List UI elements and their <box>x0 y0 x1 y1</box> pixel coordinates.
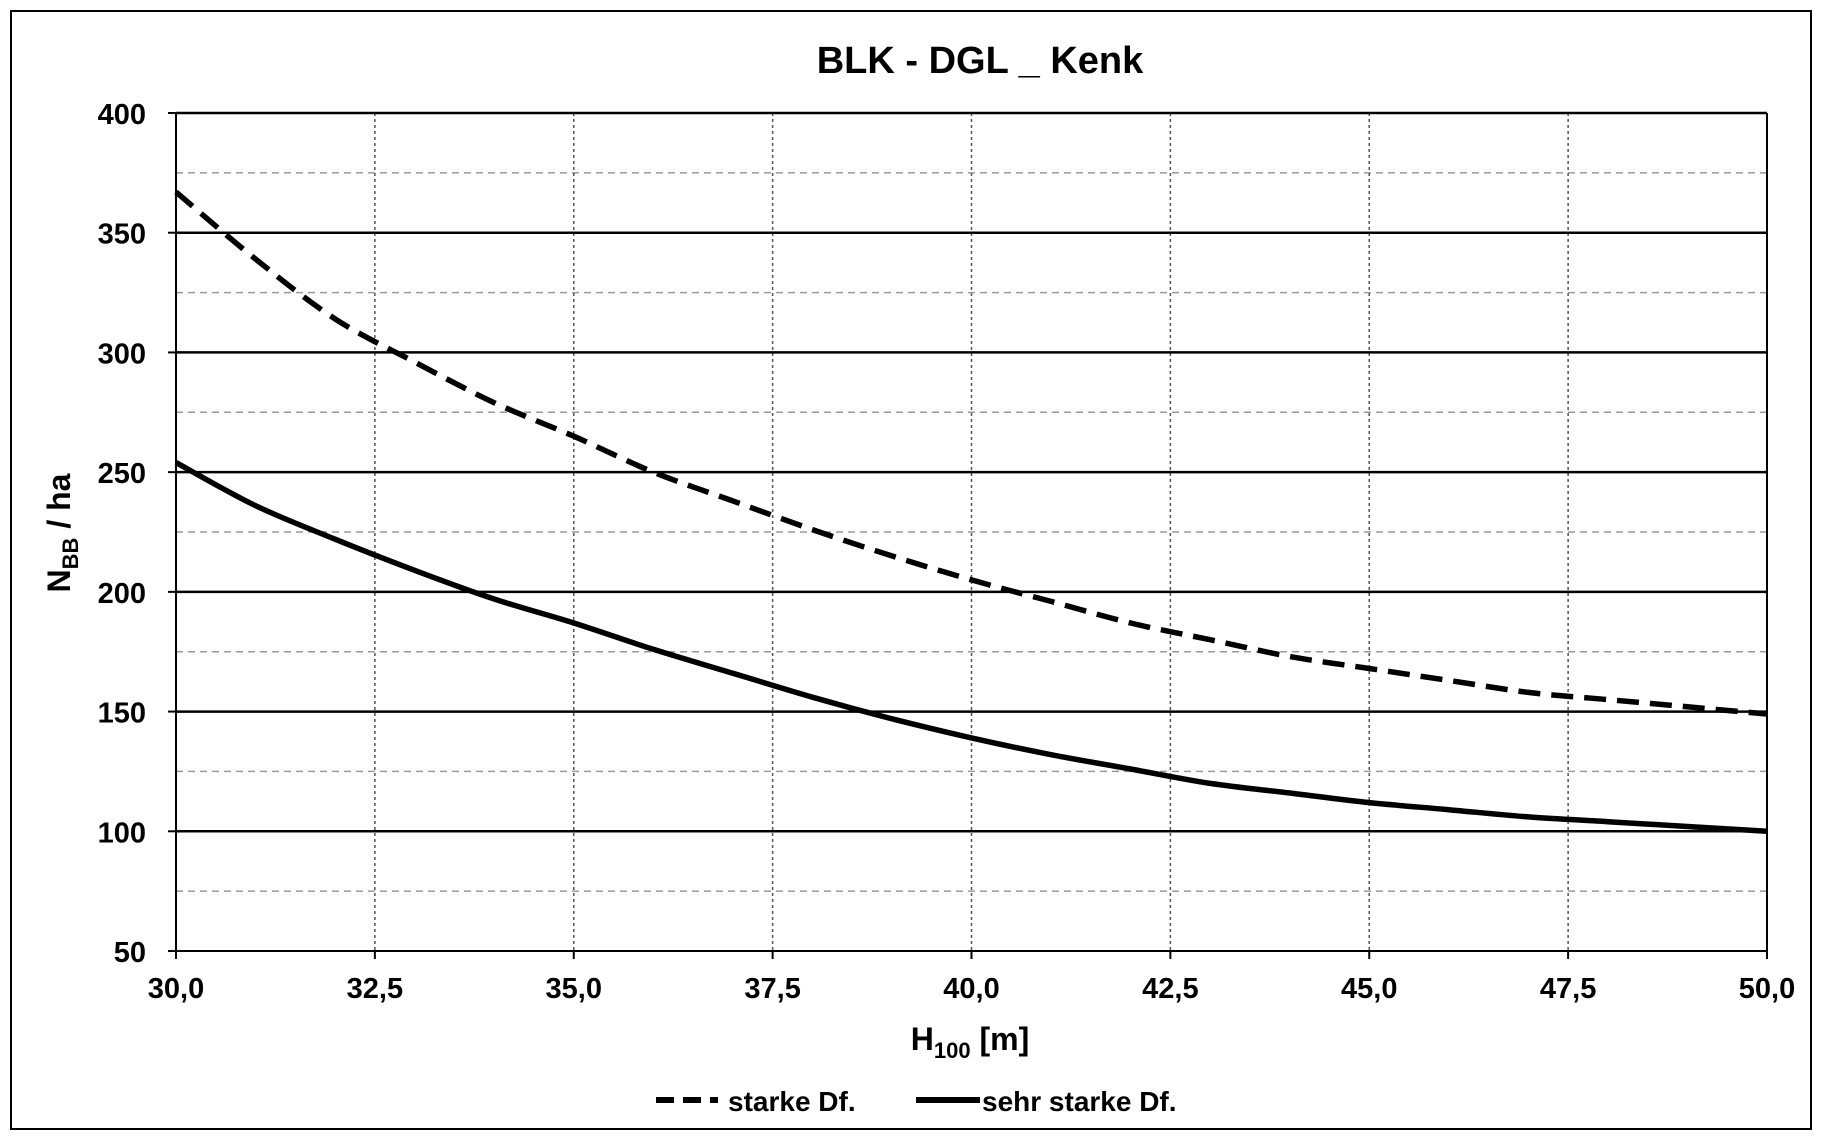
x-axis-label-subscript: 100 <box>934 1038 971 1063</box>
y-tick-label: 250 <box>98 458 146 490</box>
y-tick-label: 100 <box>98 817 146 849</box>
major-gridlines <box>176 111 1767 951</box>
y-tick-label: 150 <box>98 698 146 730</box>
x-tick-label: 50,0 <box>1739 973 1795 1005</box>
axes <box>168 112 1768 959</box>
chart-frame <box>10 10 1812 1130</box>
x-tick-label: 30,0 <box>148 973 204 1005</box>
legend-label-starke-df: starke Df. <box>728 1086 856 1117</box>
y-axis-label-unit: / ha <box>41 473 77 537</box>
x-tick-label: 35,0 <box>546 973 602 1005</box>
y-axis-label-subscript: BB <box>58 538 83 570</box>
y-axis-label-main: N <box>41 569 77 592</box>
x-axis-label-unit: [m] <box>971 1021 1030 1057</box>
legend: starke Df. sehr starke Df. <box>656 1086 1177 1117</box>
y-tick-label: 300 <box>98 338 146 370</box>
x-axis-label: H100 [m] <box>911 1021 1029 1063</box>
y-tick-label: 350 <box>98 219 146 251</box>
x-tick-label: 32,5 <box>347 973 403 1005</box>
y-axis-label: NBB / ha <box>41 473 83 592</box>
legend-label-sehr-starke-df: sehr starke Df. <box>982 1086 1177 1117</box>
y-tick-label: 50 <box>114 937 146 969</box>
y-tick-label: 200 <box>98 578 146 610</box>
chart-title: BLK - DGL _ Kenk <box>817 40 1144 82</box>
x-tick-label: 47,5 <box>1540 973 1596 1005</box>
tick-labels: 30,0 32,5 35,0 37,5 40,0 42,5 45,0 47,5 50,0 50 10… <box>98 99 1796 1005</box>
series-layer <box>174 189 1768 835</box>
x-tick-label: 40,0 <box>943 973 999 1005</box>
series-line-sehr-starke-df <box>174 460 1768 835</box>
y-tick-label: 400 <box>98 99 146 131</box>
series-line-starke-df <box>174 189 1768 717</box>
x-tick-label: 45,0 <box>1341 973 1397 1005</box>
x-tick-label: 42,5 <box>1142 973 1198 1005</box>
x-tick-label: 37,5 <box>744 973 800 1005</box>
minor-gridlines <box>176 172 1767 892</box>
x-axis-label-main: H <box>911 1021 934 1057</box>
